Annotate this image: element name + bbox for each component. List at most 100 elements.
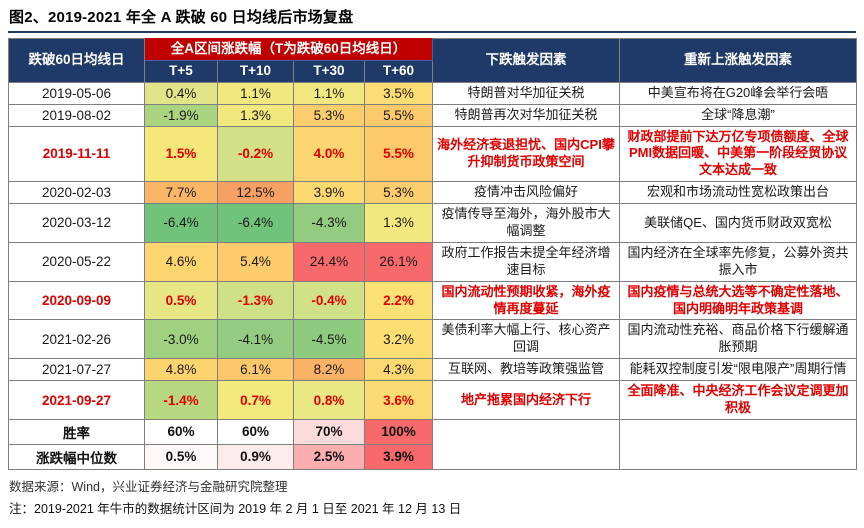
up-trigger-cell: 全球“降息潮” <box>619 103 858 127</box>
up-trigger-cell: 财政部提前下达万亿专项债额度、全球PMI数据回暖、中美第一阶段经贸协议文本达成一… <box>619 125 858 183</box>
value-cell: -0.2% <box>217 125 294 183</box>
value-cell: 0.4% <box>144 81 218 105</box>
up-trigger-cell: 能耗双控制度引发“限电限产”周期行情 <box>619 358 858 382</box>
statistics-range-note: 注：2019-2021 年牛市的数据统计区间为 2019 年 2 月 1 日至 … <box>9 501 462 516</box>
down-trigger-cell: 国内流动性预期收紧，海外疫情再度蔓延 <box>432 280 621 321</box>
value-cell: -1.9% <box>144 103 218 127</box>
value-cell: 3.5% <box>363 81 434 105</box>
down-trigger-cell: 地产拖累国内经济下行 <box>432 380 621 420</box>
up-trigger-cell: 全面降准、中央经济工作会议定调更加积极 <box>619 380 858 420</box>
table-row: 2020-02-03 7.7% 12.5% 3.9% 5.3% 疫情冲击风险偏好… <box>8 181 858 205</box>
value-cell: 3.6% <box>363 380 434 420</box>
date-cell: 2019-08-02 <box>8 103 145 127</box>
down-trigger-cell: 互联网、教培等政策强监管 <box>432 358 621 382</box>
value-cell: 5.4% <box>217 241 294 282</box>
date-cell: 2019-11-11 <box>8 125 145 183</box>
up-trigger-cell: 中美宣布将在G20峰会举行会晤 <box>619 81 858 105</box>
summary-row: 胜率 60% 60% 70% 100% <box>8 418 858 470</box>
value-cell: 4.6% <box>144 241 218 282</box>
date-cell: 2021-09-27 <box>8 380 145 420</box>
table-row: 2019-08-02 -1.9% 1.3% 5.3% 5.5% 特朗普再次对华加… <box>8 103 858 127</box>
table-row: 2020-03-12 -6.4% -6.4% -4.3% 1.3% 疫情传导至海… <box>8 203 858 243</box>
date-cell: 2020-09-09 <box>8 280 145 321</box>
data-source-note: 数据来源：Wind，兴业证券经济与金融研究院整理 <box>9 479 288 494</box>
value-cell: 5.5% <box>363 103 434 127</box>
value-cell: 5.3% <box>363 181 434 205</box>
table-row: 2021-07-27 4.8% 6.1% 8.2% 4.3% 互联网、教培等政策… <box>8 358 858 382</box>
header-t5: T+5 <box>144 59 218 83</box>
value-cell: 3.9% <box>293 181 365 205</box>
summary-row: 涨跌幅中位数 0.5% 0.9% 2.5% 3.9% <box>8 443 857 470</box>
value-cell: -6.4% <box>144 203 218 243</box>
value-cell: 12.5% <box>217 181 294 205</box>
value-cell: -0.4% <box>293 280 365 321</box>
up-trigger-cell: 国内流动性充裕、商品价格下行缓解通胀预期 <box>619 319 858 360</box>
value-cell: 4.3% <box>363 358 434 382</box>
table-row: 2021-09-27 -1.4% 0.7% 0.8% 3.6% 地产拖累国内经济… <box>8 380 858 420</box>
down-trigger-cell: 疫情冲击风险偏好 <box>432 181 621 205</box>
value-cell: -1.3% <box>217 280 294 321</box>
summary-value-cell: 70% <box>293 418 365 445</box>
summary-empty-up-cell <box>619 418 858 470</box>
value-cell: 6.1% <box>217 358 294 382</box>
value-cell: 5.5% <box>363 125 434 183</box>
down-trigger-cell: 特朗普再次对华加征关税 <box>432 103 621 127</box>
date-cell: 2020-05-22 <box>8 241 145 282</box>
date-cell: 2021-02-26 <box>8 319 145 360</box>
date-cell: 2020-03-12 <box>8 203 145 243</box>
header-range-banner: 全A区间涨跌幅（T为跌破60日均线日） <box>143 38 434 61</box>
value-cell: 0.7% <box>217 380 294 420</box>
header-t30: T+30 <box>293 59 365 83</box>
date-cell: 2021-07-27 <box>8 358 145 382</box>
value-cell: 5.3% <box>293 103 365 127</box>
value-cell: 1.1% <box>217 81 294 105</box>
value-cell: 8.2% <box>293 358 365 382</box>
summary-value-cell: 0.9% <box>217 443 294 470</box>
down-trigger-cell: 美债利率大幅上行、核心资产回调 <box>432 319 621 360</box>
table-row: 2021-02-26 -3.0% -4.1% -4.5% 3.2% 美债利率大幅… <box>8 319 858 360</box>
header-t60: T+60 <box>363 59 434 83</box>
value-cell: 1.5% <box>144 125 218 183</box>
table-row: 2019-05-06 0.4% 1.1% 1.1% 3.5% 特朗普对华加征关税… <box>8 81 858 105</box>
down-trigger-cell: 疫情传导至海外，海外股市大幅调整 <box>432 203 621 243</box>
report-figure: 图2、2019-2021 年全 A 跌破 60 日均线后市场复盘 跌破60日均线… <box>8 9 858 517</box>
down-trigger-cell: 特朗普对华加征关税 <box>432 81 621 105</box>
title-divider <box>8 31 856 33</box>
summary-value-cell: 60% <box>144 418 218 445</box>
value-cell: -1.4% <box>144 380 218 420</box>
summary-label-cell: 涨跌幅中位数 <box>8 443 145 470</box>
value-cell: -4.3% <box>293 203 365 243</box>
table-row: 2019-11-11 1.5% -0.2% 4.0% 5.5% 海外经济衰退担忧… <box>8 125 858 183</box>
value-cell: -4.1% <box>217 319 294 360</box>
header-up-trigger-column: 重新上涨触发因素 <box>619 38 858 83</box>
up-trigger-cell: 宏观和市场流动性宽松政策出台 <box>619 181 858 205</box>
value-cell: 24.4% <box>293 241 365 282</box>
up-trigger-cell: 国内疫情与总统大选等不确定性落地、国内明确明年政策基调 <box>619 280 858 321</box>
figure-title: 图2、2019-2021 年全 A 跌破 60 日均线后市场复盘 <box>9 9 354 26</box>
summary-value-cell: 3.9% <box>363 443 434 470</box>
table-row: 2020-05-22 4.6% 5.4% 24.4% 26.1% 政府工作报告未… <box>8 241 858 282</box>
value-cell: 0.8% <box>293 380 365 420</box>
market-review-table: 跌破60日均线日 全A区间涨跌幅（T为跌破60日均线日） 下跌触发因素 重新上涨… <box>8 38 858 470</box>
figure-footer: 数据来源：Wind，兴业证券经济与金融研究院整理 注：2019-2021 年牛市… <box>8 470 856 517</box>
summary-empty-down-cell <box>432 418 621 470</box>
header-t10: T+10 <box>217 59 294 83</box>
value-cell: 3.2% <box>363 319 434 360</box>
value-cell: 1.1% <box>293 81 365 105</box>
value-cell: 26.1% <box>363 241 434 282</box>
value-cell: 4.0% <box>293 125 365 183</box>
value-cell: -6.4% <box>217 203 294 243</box>
value-cell: 4.8% <box>144 358 218 382</box>
summary-value-cell: 60% <box>217 418 294 445</box>
value-cell: -3.0% <box>144 319 218 360</box>
header-down-trigger-column: 下跌触发因素 <box>432 38 621 83</box>
value-cell: -4.5% <box>293 319 365 360</box>
table-header: 跌破60日均线日 全A区间涨跌幅（T为跌破60日均线日） 下跌触发因素 重新上涨… <box>8 38 858 83</box>
value-cell: 1.3% <box>217 103 294 127</box>
up-trigger-cell: 美联储QE、国内货币财政双宽松 <box>619 203 858 243</box>
down-trigger-cell: 政府工作报告未提全年经济增速目标 <box>432 241 621 282</box>
summary-value-cell: 2.5% <box>293 443 365 470</box>
value-cell: 2.2% <box>363 280 434 321</box>
summary-label-cell: 胜率 <box>8 418 145 445</box>
down-trigger-cell: 海外经济衰退担忧、国内CPI攀升抑制货币政策空间 <box>432 125 621 183</box>
